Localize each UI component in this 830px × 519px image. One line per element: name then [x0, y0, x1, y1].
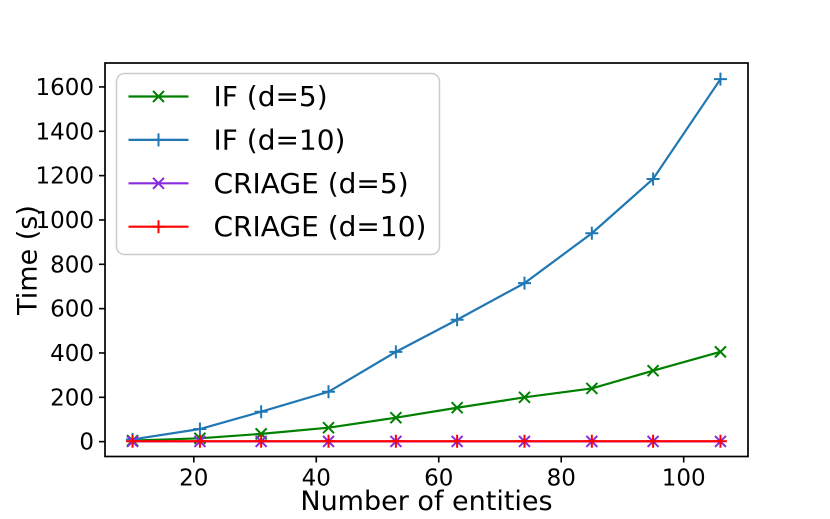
- plot-frame: [104, 62, 749, 458]
- series-marker-1: [450, 313, 464, 327]
- series-marker-3: [450, 434, 464, 448]
- series-line-0: [132, 350, 721, 442]
- legend-marker-0: [152, 90, 165, 103]
- y-tick-label: 0: [79, 430, 94, 456]
- series-marker-3: [322, 434, 336, 448]
- series-marker-1: [517, 276, 531, 290]
- y-tick-label: 1600: [35, 75, 94, 101]
- series-marker-1: [389, 345, 403, 359]
- x-tick-label: 60: [424, 466, 453, 492]
- series-marker-1: [646, 172, 660, 186]
- series-marker-3: [193, 434, 207, 448]
- series-marker-1: [585, 226, 599, 240]
- legend-label-3: CRIAGE (d=10): [214, 210, 427, 243]
- y-axis-label: Time (s): [12, 205, 44, 315]
- y-tick-label: 200: [50, 385, 94, 411]
- series-marker-1: [193, 422, 207, 436]
- y-tick-label: 400: [50, 341, 94, 367]
- x-tick-label: 80: [547, 466, 576, 492]
- legend-label-0: IF (d=5): [214, 80, 328, 113]
- series-marker-3: [646, 434, 660, 448]
- series-line-1: [132, 78, 722, 441]
- series-marker-0: [389, 411, 403, 424]
- y-tick-label: 1400: [35, 119, 94, 145]
- series-marker-1: [322, 385, 336, 399]
- series-marker-3: [389, 434, 403, 448]
- legend-marker-3: [152, 220, 165, 234]
- legend-marker-1: [152, 133, 165, 147]
- series-marker-3: [126, 434, 140, 448]
- legend-label-1: IF (d=10): [214, 123, 346, 156]
- series-marker-3: [713, 434, 727, 448]
- x-axis-label: Number of entities: [300, 486, 553, 517]
- series-marker-3: [254, 434, 268, 448]
- series-marker-0: [518, 391, 531, 404]
- series-marker-0: [450, 401, 464, 414]
- series-marker-0: [646, 364, 660, 377]
- x-tick-label: 100: [662, 466, 706, 492]
- x-tick-label: 40: [302, 466, 331, 492]
- y-tick-label: 800: [50, 252, 94, 278]
- series-marker-0: [322, 421, 335, 434]
- legend-marker-2: [152, 177, 165, 190]
- series-marker-3: [585, 434, 599, 448]
- x-tick-label: 20: [179, 466, 208, 492]
- legend-box: [115, 72, 441, 256]
- y-tick-label: 1000: [35, 208, 94, 234]
- series-marker-1: [713, 72, 727, 86]
- y-tick-label: 1200: [35, 164, 94, 190]
- series-marker-0: [714, 345, 727, 359]
- series-marker-0: [585, 382, 599, 395]
- y-tick-label: 600: [50, 297, 94, 323]
- series-marker-1: [254, 405, 268, 419]
- series-marker-3: [517, 434, 531, 448]
- legend-label-2: CRIAGE (d=5): [214, 167, 409, 200]
